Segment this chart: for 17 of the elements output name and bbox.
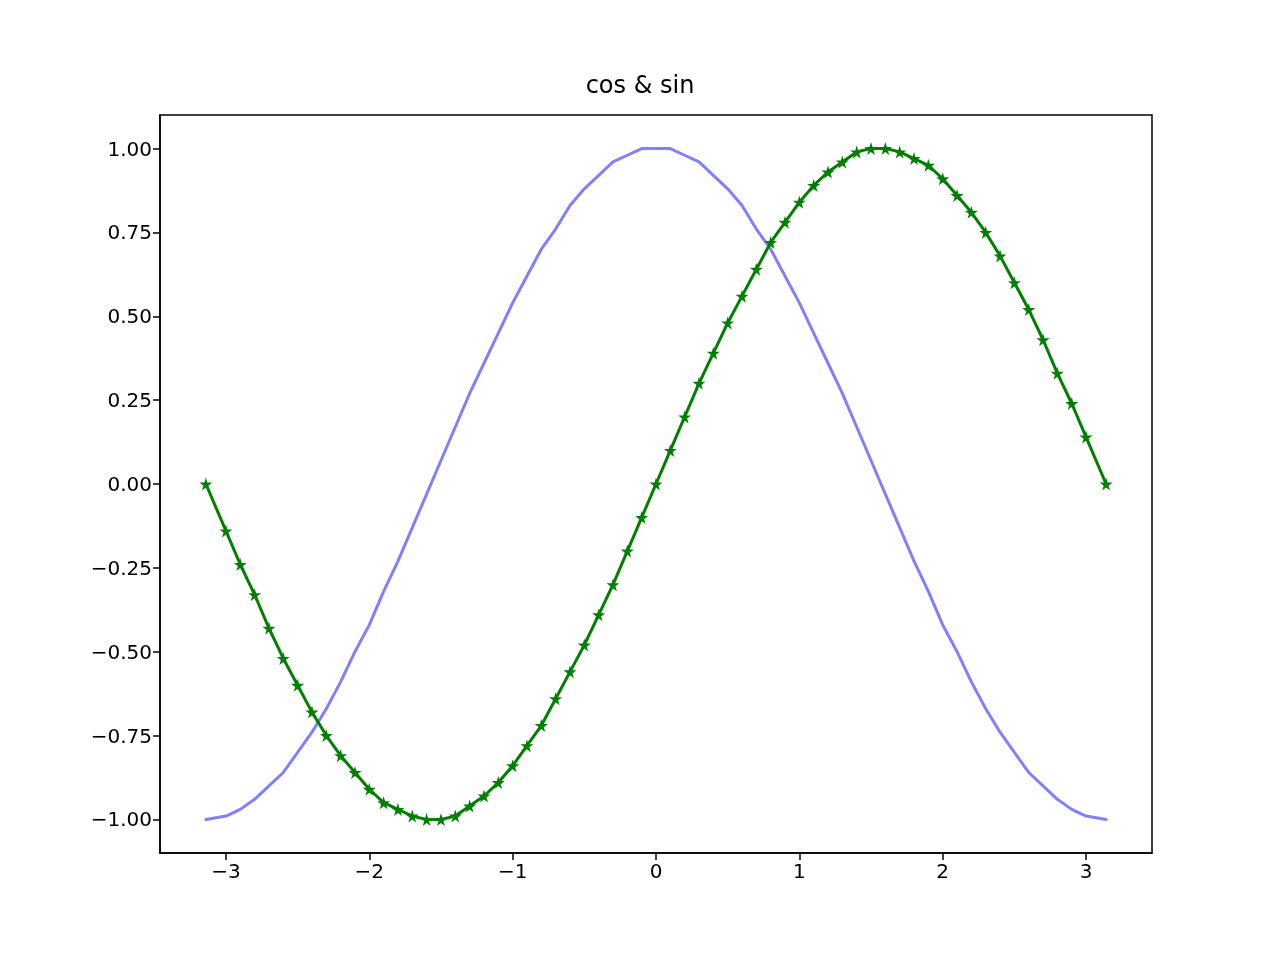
x-tick-label: 0 [649,859,663,883]
y-tick-label: −1.00 [90,807,152,832]
x-tick-label: −1 [497,859,528,883]
y-tick-label: −0.25 [90,555,152,580]
x-tick-label: 3 [1079,859,1093,883]
y-tick-label: −0.50 [90,639,152,664]
x-tick-label: 2 [936,859,950,883]
y-tick-label: 0.75 [107,220,152,245]
x-tick-label: 1 [792,859,806,883]
x-tick-label: −3 [211,859,241,883]
y-tick-label: 0.50 [107,304,152,329]
y-tick-label: 1.00 [107,136,152,161]
y-tick-label: 0.25 [107,388,152,413]
y-tick-label: 0.00 [107,472,152,496]
y-tick-label: −0.75 [90,723,152,748]
chart-title: cos & sin [585,71,695,99]
x-tick-label: −2 [354,859,385,883]
